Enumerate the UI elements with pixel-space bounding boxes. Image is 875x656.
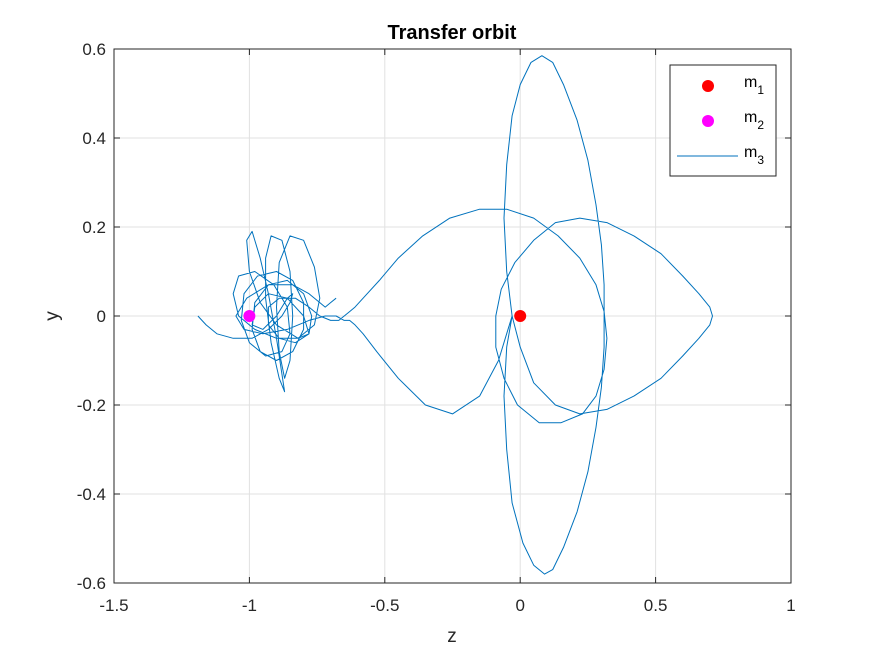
legend-label-subscript: 3 bbox=[757, 153, 764, 167]
point-m1 bbox=[514, 310, 527, 322]
y-tick-label: 0.2 bbox=[82, 218, 106, 237]
y-tick-label: -0.6 bbox=[77, 574, 106, 593]
y-axis-label: y bbox=[42, 311, 63, 321]
y-tick-label: 0.6 bbox=[82, 40, 106, 59]
series-points bbox=[243, 310, 527, 322]
legend-swatch-marker bbox=[702, 115, 714, 127]
point-m2 bbox=[243, 310, 256, 322]
legend-swatch-marker bbox=[702, 80, 714, 92]
y-ticks: -0.6 -0.4 -0.2 0 0.2 0.4 0.6 bbox=[77, 40, 791, 593]
legend-label-subscript: 2 bbox=[757, 118, 764, 132]
legend-box bbox=[669, 64, 777, 177]
x-axis-label: z bbox=[447, 626, 457, 647]
series-line-m3 bbox=[197, 55, 713, 575]
x-tick-label: -1.5 bbox=[99, 596, 128, 615]
x-tick-label: -1 bbox=[242, 596, 257, 615]
chart-title: Transfer orbit bbox=[388, 22, 517, 44]
y-tick-label: -0.4 bbox=[77, 485, 106, 504]
legend-label-subscript: 1 bbox=[757, 83, 764, 97]
x-tick-label: 1 bbox=[786, 596, 795, 615]
x-tick-label: 0.5 bbox=[644, 596, 668, 615]
y-tick-label: -0.2 bbox=[77, 396, 106, 415]
y-tick-label: 0.4 bbox=[82, 129, 106, 148]
series-lines bbox=[197, 55, 713, 575]
x-ticks: -1.5 -1 -0.5 0 0.5 1 bbox=[99, 49, 796, 615]
y-tick-label: 0 bbox=[97, 307, 106, 326]
x-tick-label: -0.5 bbox=[370, 596, 399, 615]
x-tick-label: 0 bbox=[515, 596, 524, 615]
